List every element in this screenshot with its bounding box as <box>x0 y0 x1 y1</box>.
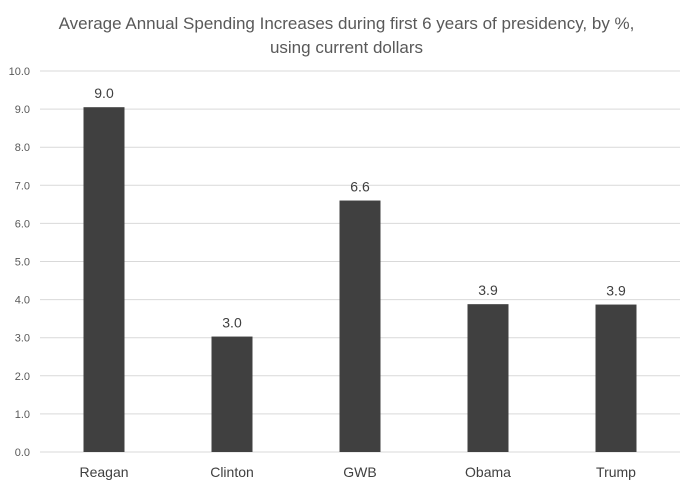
y-tick-label: 0.0 <box>15 447 30 459</box>
y-axis-ticks: 0.0 1.0 2.0 3.0 4.0 5.0 6.0 7.0 8.0 9.0 10.0 <box>9 66 30 459</box>
bar-gwb <box>339 200 381 452</box>
bar-obama <box>467 304 509 452</box>
y-tick-label: 6.0 <box>15 218 30 230</box>
y-tick-label: 1.0 <box>15 409 30 421</box>
category-label-reagan: Reagan <box>79 464 128 480</box>
y-tick-label: 5.0 <box>15 257 30 269</box>
y-tick-label: 10.0 <box>9 66 30 78</box>
category-label-obama: Obama <box>465 464 511 480</box>
y-tick-label: 7.0 <box>15 180 30 192</box>
y-tick-label: 9.0 <box>15 104 30 116</box>
data-label-clinton: 3.0 <box>222 315 242 331</box>
data-label-trump: 3.9 <box>606 283 626 299</box>
y-tick-label: 4.0 <box>15 295 30 307</box>
data-labels: 9.0 3.0 6.6 3.9 3.9 <box>94 85 626 330</box>
y-tick-label: 3.0 <box>15 333 30 345</box>
category-label-gwb: GWB <box>343 464 376 480</box>
gridlines <box>40 70 680 453</box>
y-tick-label: 2.0 <box>15 371 30 383</box>
bar-trump <box>595 304 637 452</box>
bar-clinton <box>211 336 253 452</box>
category-label-trump: Trump <box>596 464 636 480</box>
bar-reagan <box>83 107 125 452</box>
y-tick-label: 8.0 <box>15 142 30 154</box>
chart-title: Average Annual Spending Increases during… <box>58 14 635 57</box>
data-label-obama: 3.9 <box>478 282 498 298</box>
category-label-clinton: Clinton <box>210 464 254 480</box>
data-label-gwb: 6.6 <box>350 179 370 195</box>
bars <box>83 107 637 452</box>
data-label-reagan: 9.0 <box>94 85 114 101</box>
x-axis-categories: Reagan Clinton GWB Obama Trump <box>79 464 636 480</box>
